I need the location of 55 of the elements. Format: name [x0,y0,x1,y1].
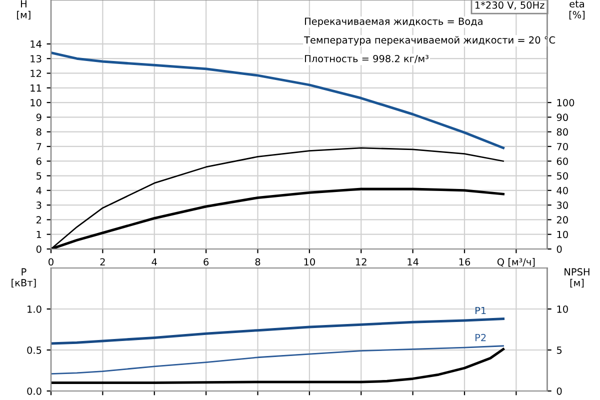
y2-tick-label: 40 [556,186,568,194]
line-series [51,51,505,150]
y-tick-label: 9 [36,114,42,122]
y-tick-label: 10 [30,99,42,106]
line-series [51,348,505,384]
x-tick-label: 16 [459,258,470,266]
y-axis-title: P [кВт] [12,268,36,288]
annotation: Плотность = 998.2 кг/м³ [305,54,428,64]
series-label: P1 [476,306,486,314]
y2-tick-label: 5 [556,346,562,354]
y-tick-label: 4 [36,187,42,194]
y-tick-label: 0.5 [27,346,42,354]
y2-tick-label: 50 [556,172,568,180]
x-tick-label: 2 [100,258,105,266]
y-tick-label: 1.0 [28,305,42,313]
x-tick-label: 6 [204,258,209,266]
y2-tick-label: 30 [556,202,568,209]
y-tick-label: 13 [30,55,42,62]
y2-tick-label: 10 [557,305,568,313]
x-tick-label: 0 [48,258,54,266]
y-tick-label: 11 [30,84,42,92]
y-tick-label: 2 [36,216,41,224]
line-series [51,345,504,374]
x-tick-label: Q [м³/ч] [497,258,535,267]
y-axis-title: H [м] [17,0,30,20]
y2-tick-label: 10 [557,230,568,238]
y-tick-label: 12 [30,70,41,77]
y2-axis-title: NPSH [м] [564,268,590,288]
y-tick-label: 8 [36,128,42,136]
y-tick-label: 1 [36,230,42,238]
y-tick-label: 7 [36,143,42,150]
y2-tick-label: 80 [556,128,568,136]
y2-tick-label: 0 [556,245,562,253]
y-tick-label: 6 [36,158,42,165]
x-tick-label: 8 [255,258,260,266]
chart-title: 1*230 V, 50Hz [475,1,544,10]
y-tick-label: 0.0 [27,387,42,395]
y-tick-label: 3 [36,202,42,209]
y2-tick-label: 90 [556,114,568,122]
y-tick-label: 0 [36,245,42,253]
x-tick-label: 4 [152,258,157,266]
y2-tick-label: 20 [556,216,568,224]
annotation: Перекачиваемая жидкость = Вода [305,18,482,27]
y2-tick-label: 0 [556,387,562,395]
y-tick-label: 14 [30,40,42,48]
x-tick-label: 12 [356,258,366,266]
y2-tick-label: 70 [557,142,568,150]
y2-axis-title: eta [%] [569,0,585,20]
line-series [51,318,505,345]
y-tick-label: 5 [36,172,42,180]
x-tick-label: 14 [408,258,418,266]
y2-tick-label: 60 [556,158,568,165]
y2-tick-label: 100 [557,99,574,106]
x-tick-label: 10 [304,258,315,266]
series-label: P2 [476,334,486,342]
